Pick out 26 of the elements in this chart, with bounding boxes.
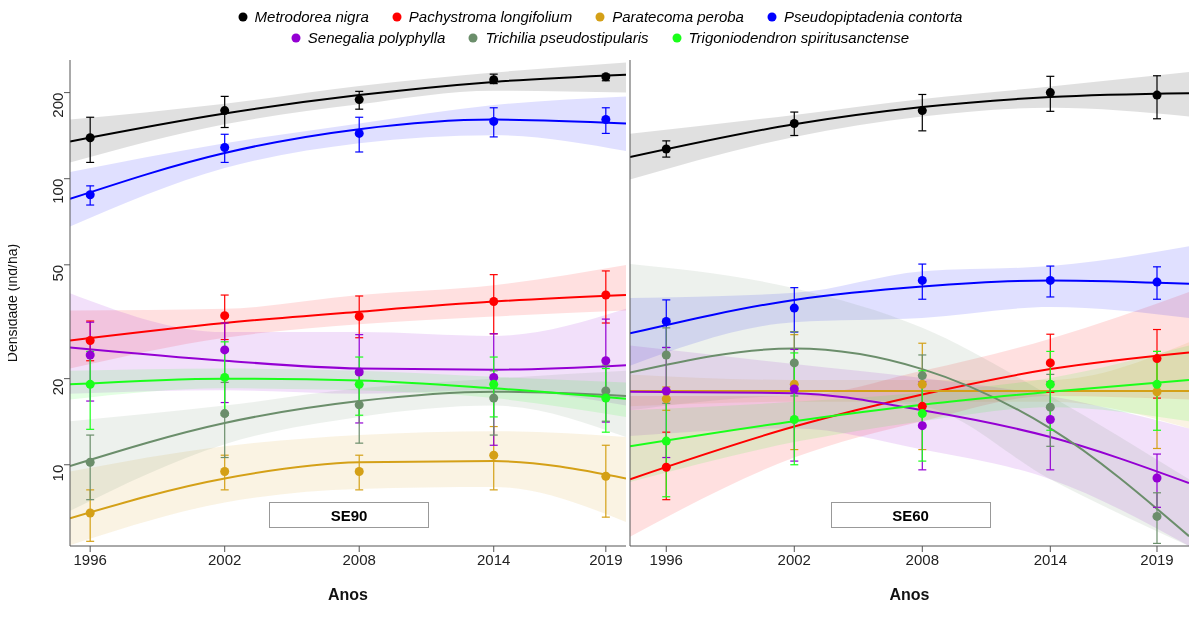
x-tick-label: 1996 bbox=[73, 550, 107, 568]
y-tick-label: 20 bbox=[49, 378, 67, 396]
legend-label: Metrodorea nigra bbox=[254, 8, 369, 25]
x-tick-label: 2014 bbox=[477, 550, 511, 568]
x-tick-label: 2008 bbox=[342, 550, 376, 568]
x-tick-label: 2008 bbox=[905, 550, 939, 568]
x-tick-label: 2002 bbox=[777, 550, 811, 568]
legend-label: Trichilia pseudostipularis bbox=[485, 29, 649, 46]
x-axis-title: Anos bbox=[328, 586, 369, 603]
label-box: SE60 bbox=[830, 502, 991, 528]
x-tick-label: 2019 bbox=[1140, 550, 1174, 568]
y-tick-label: 50 bbox=[49, 264, 67, 282]
y-tick-label: 10 bbox=[49, 464, 67, 482]
x-tick-label: 2002 bbox=[208, 550, 242, 568]
y-tick-label: 200 bbox=[49, 92, 67, 118]
x-tick-label: 2014 bbox=[1033, 550, 1067, 568]
label-box: SE90 bbox=[269, 502, 429, 528]
x-tick-label: 1996 bbox=[649, 550, 683, 568]
legend-label: Senegalia polyphylla bbox=[307, 29, 446, 46]
legend-label: Paratecoma peroba bbox=[612, 8, 744, 25]
x-axis-title: Anos bbox=[889, 586, 930, 603]
legend-label: Pachystroma longifolium bbox=[408, 8, 573, 25]
legend-label: Trigoniodendron spiritusanctense bbox=[688, 29, 910, 46]
y-tick-label: 100 bbox=[49, 178, 67, 204]
legend-label: Pseudopiptadenia contorta bbox=[783, 8, 963, 25]
x-tick-label: 2019 bbox=[589, 550, 623, 568]
